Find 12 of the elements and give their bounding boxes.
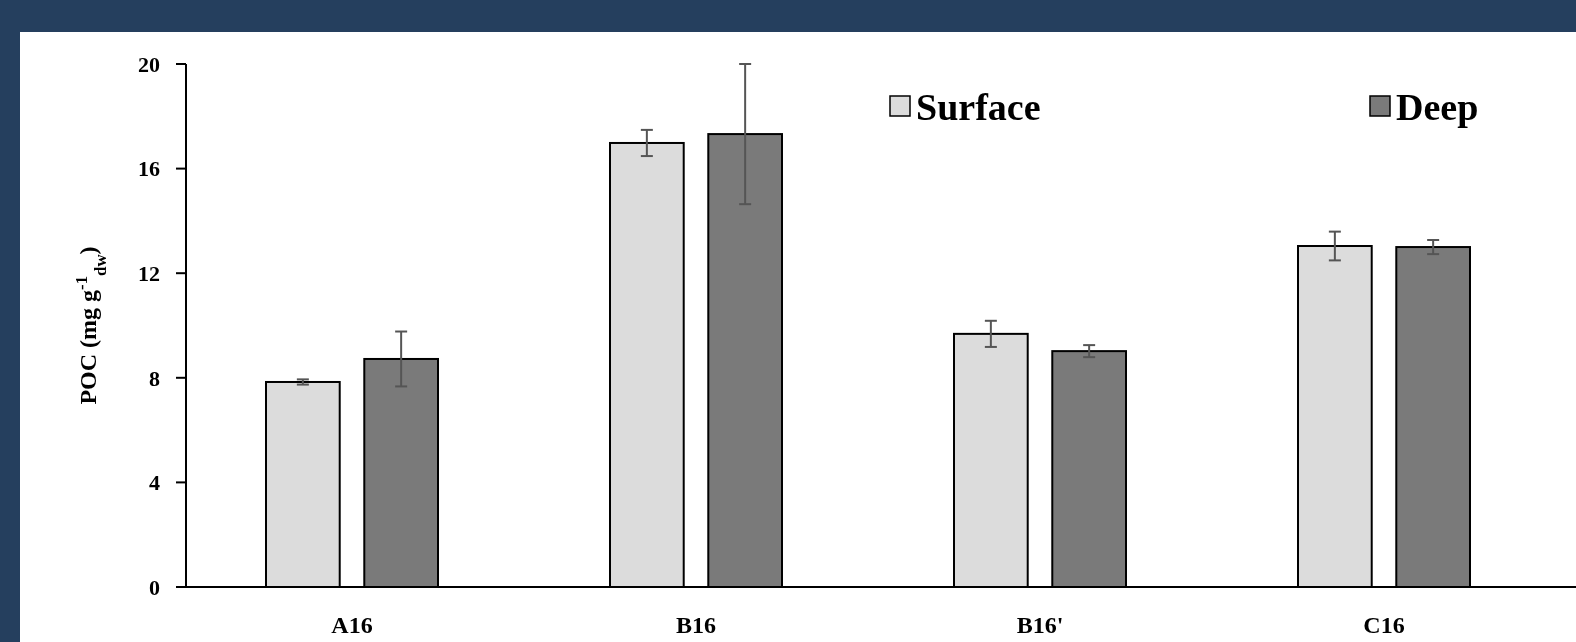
x-tick-label: B16 bbox=[675, 612, 717, 638]
x-tick-label: A16 bbox=[331, 612, 373, 638]
y-tick-label: 16 bbox=[138, 156, 160, 182]
legend-label: Deep bbox=[1396, 86, 1479, 129]
y-tick-label: 12 bbox=[138, 260, 160, 286]
x-tick-label: B16' bbox=[1016, 612, 1064, 638]
y-tick-label: 8 bbox=[149, 365, 160, 391]
x-tick-label: C16 bbox=[1363, 612, 1405, 638]
y-tick-label: 20 bbox=[138, 51, 160, 77]
y-tick-label: 0 bbox=[149, 574, 160, 600]
y-tick-label: 4 bbox=[149, 470, 160, 496]
legend-label: Surface bbox=[916, 86, 1041, 129]
